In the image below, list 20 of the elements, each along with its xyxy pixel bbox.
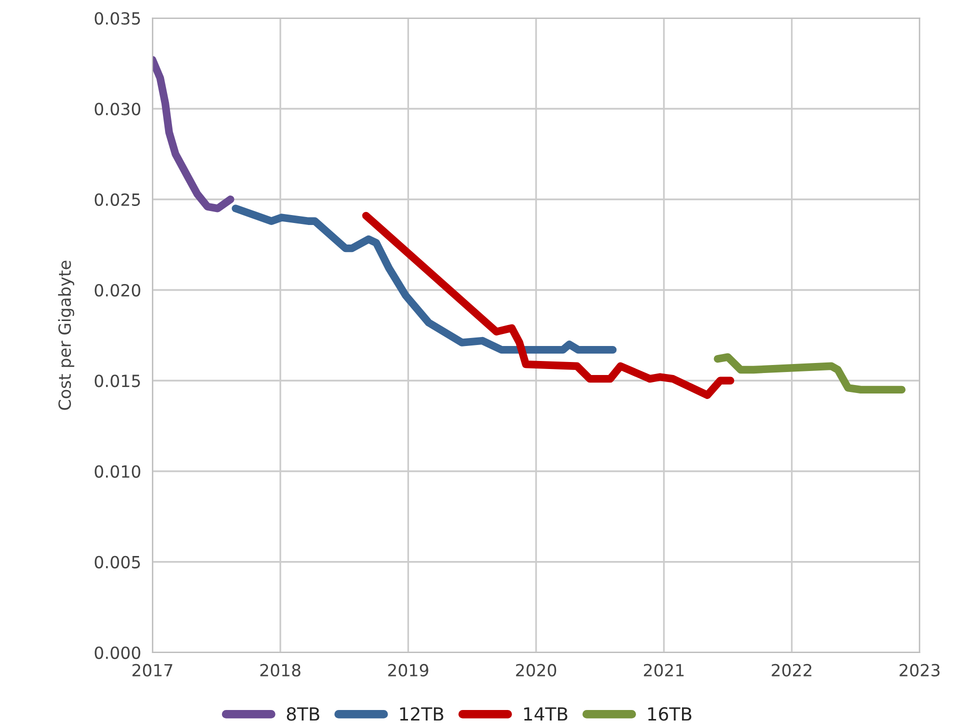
legend-label: 14TB xyxy=(524,707,568,721)
x-tick-label: 2022 xyxy=(772,664,812,677)
x-tick-label: 2018 xyxy=(260,664,300,677)
y-tick-label: 0.005 xyxy=(94,556,140,568)
x-tick-label: 2020 xyxy=(516,664,556,677)
x-tick-label: 2017 xyxy=(132,664,172,677)
y-tick-label: 0.010 xyxy=(94,465,140,478)
legend-label: 12TB xyxy=(400,707,444,721)
y-tick-label: 0.025 xyxy=(94,193,140,206)
y-tick-label: 0.020 xyxy=(94,284,140,297)
y-tick-label: 0.030 xyxy=(94,102,140,116)
x-tick-label: 2023 xyxy=(900,664,940,677)
legend-label: 16TB xyxy=(648,707,692,721)
y-tick-label: 0.000 xyxy=(94,646,140,660)
x-tick-label: 2019 xyxy=(388,664,428,677)
legend-label: 8TB xyxy=(286,707,320,721)
x-tick-label: 2021 xyxy=(644,664,684,677)
y-axis-title: Cost per Gigabyte xyxy=(58,260,74,410)
y-tick-label: 0.035 xyxy=(94,12,140,25)
y-tick-label: 0.015 xyxy=(94,374,140,388)
